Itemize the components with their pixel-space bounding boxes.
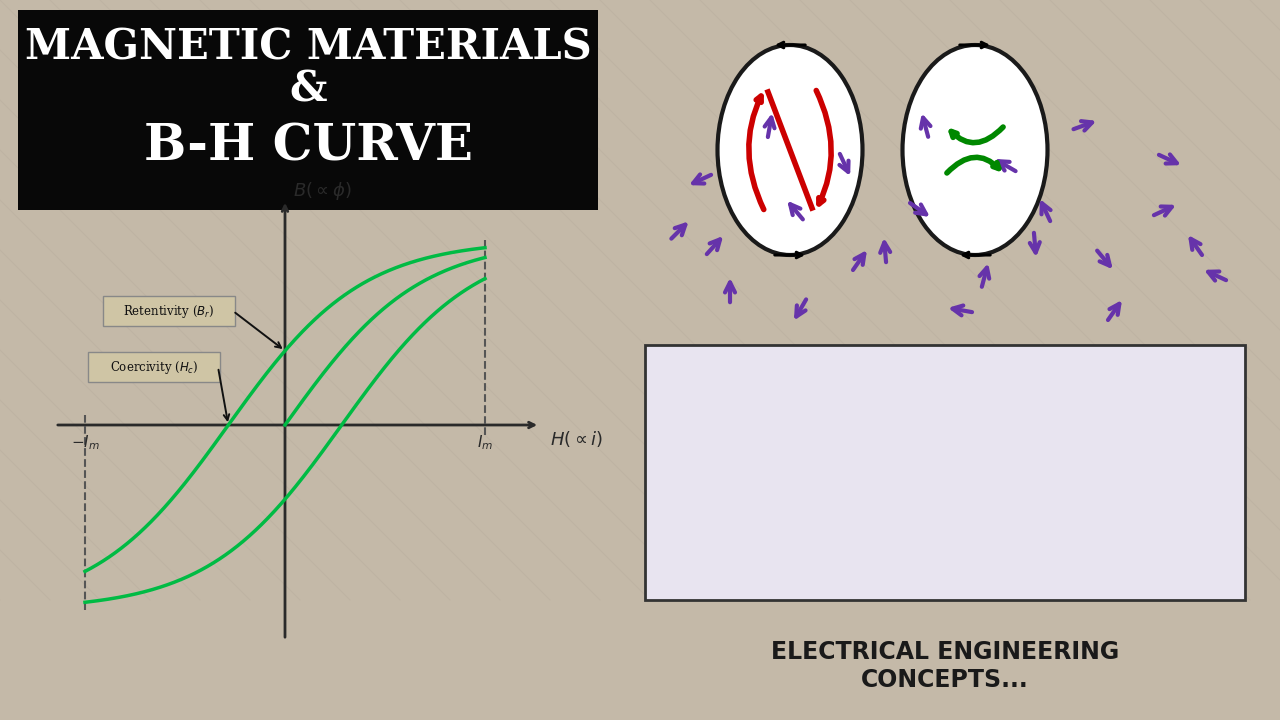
Text: Coercivity ($H_c$): Coercivity ($H_c$) xyxy=(110,359,198,376)
Text: $I_m$: $I_m$ xyxy=(477,433,493,451)
Text: MAGNETIC MATERIALS: MAGNETIC MATERIALS xyxy=(24,27,591,69)
Text: $- I_m$: $- I_m$ xyxy=(70,433,100,451)
FancyBboxPatch shape xyxy=(88,352,220,382)
FancyBboxPatch shape xyxy=(102,296,236,326)
Ellipse shape xyxy=(902,45,1047,255)
Text: ELECTRICAL ENGINEERING: ELECTRICAL ENGINEERING xyxy=(771,640,1119,664)
Text: B-H CURVE: B-H CURVE xyxy=(143,122,472,171)
Text: $H(\propto i)$: $H(\propto i)$ xyxy=(550,429,603,449)
Ellipse shape xyxy=(718,45,863,255)
Text: Retentivity ($B_r$): Retentivity ($B_r$) xyxy=(123,302,215,320)
Text: CONCEPTS...: CONCEPTS... xyxy=(861,668,1029,692)
Text: &: & xyxy=(289,69,326,111)
Text: $B(\propto\phi)$: $B(\propto\phi)$ xyxy=(293,180,352,202)
FancyBboxPatch shape xyxy=(18,10,598,210)
FancyBboxPatch shape xyxy=(645,345,1245,600)
